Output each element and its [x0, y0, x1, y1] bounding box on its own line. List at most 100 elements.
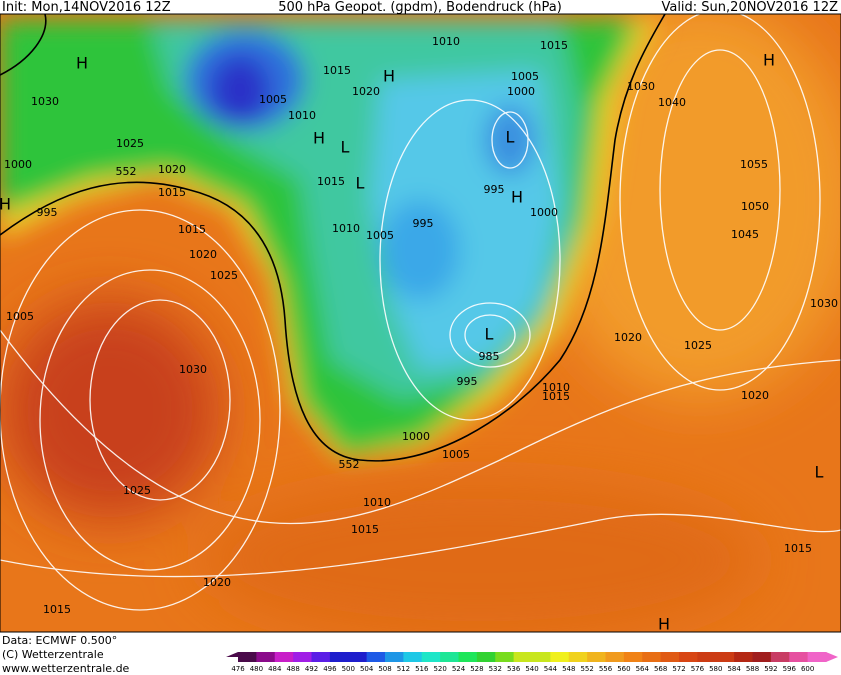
low-pressure-marker: L — [356, 174, 365, 193]
colorbar-label: 496 — [323, 665, 337, 673]
isobar-label: 1025 — [210, 269, 238, 282]
colorbar-swatch — [238, 652, 257, 662]
colorbar-label: 488 — [286, 665, 299, 673]
high-pressure-marker: H — [763, 51, 775, 70]
colorbar-swatch — [421, 652, 441, 662]
colorbar-label: 540 — [525, 665, 538, 673]
colorbar-label: 596 — [783, 665, 797, 673]
isobar-label: 1030 — [31, 95, 59, 108]
colorbar-label: 588 — [746, 665, 759, 673]
isobar-label: 1010 — [288, 109, 316, 122]
isobar-label: 1005 — [511, 70, 539, 83]
isobar-label: 1045 — [731, 228, 759, 241]
colorbar-swatch — [513, 652, 533, 662]
isobar-label: 1015 — [317, 175, 345, 188]
colorbar-swatch — [403, 652, 423, 662]
high-pressure-marker: H — [76, 54, 88, 73]
colorbar-swatch — [440, 652, 459, 662]
colorbar-label: 532 — [489, 665, 502, 673]
isobar-label: 1000 — [4, 158, 32, 171]
colorbar-label: 600 — [801, 665, 814, 673]
isobar-label: 1020 — [203, 576, 231, 589]
colorbar-swatch — [532, 652, 551, 662]
map-labels: 1030102510201015100099510151020102510301… — [0, 35, 838, 634]
map-frame — [0, 13, 841, 633]
colorbar-label: 572 — [672, 665, 685, 673]
high-pressure-marker: H — [383, 67, 395, 86]
colorbar-swatch — [495, 652, 515, 662]
isobar-label: 1005 — [259, 93, 287, 106]
isobar-label: 1020 — [614, 331, 642, 344]
colorbar-label: 508 — [378, 665, 391, 673]
isobar-label: 1010 — [363, 496, 391, 509]
colorbar-swatch — [587, 652, 606, 662]
colorbar-label: 520 — [433, 665, 446, 673]
colorbar-swatch — [679, 652, 698, 662]
data-source: Data: ECMWF 0.500° — [2, 634, 117, 647]
isobar-label: 995 — [457, 375, 478, 388]
contour-label: 552 — [116, 165, 137, 178]
isobar-label: 1015 — [542, 390, 570, 403]
contour-label: 552 — [339, 458, 360, 471]
isobar-label: 1030 — [627, 80, 655, 93]
isobar-label: 1040 — [658, 96, 686, 109]
colorbar-label: 556 — [599, 665, 613, 673]
colorbar-swatch — [807, 652, 827, 662]
colorbar-label: 524 — [452, 665, 466, 673]
colorbar-label: 480 — [250, 665, 263, 673]
colorbar-swatch — [789, 652, 809, 662]
colorbar-swatch — [550, 652, 570, 662]
isobar-label: 1030 — [179, 363, 207, 376]
copyright: (C) Wetterzentrale — [2, 648, 104, 661]
isobar-label: 1050 — [741, 200, 769, 213]
isobar-label: 1020 — [741, 389, 769, 402]
isobar-label: 1005 — [442, 448, 470, 461]
isobars — [0, 14, 841, 611]
colorbar: 476 480 484 488 492 496 500 504 508 512 516 520 524 5… — [226, 652, 838, 673]
colorbar-swatch — [256, 652, 276, 662]
colorbar-left-arrow — [226, 652, 238, 662]
colorbar-label: 476 — [231, 665, 245, 673]
colorbar-label: 484 — [268, 665, 282, 673]
isobar-label: 1025 — [116, 137, 144, 150]
colorbar-swatch — [568, 652, 588, 662]
high-pressure-marker: H — [511, 188, 523, 207]
colorbar-label: 492 — [305, 665, 318, 673]
colorbar-label: 500 — [342, 665, 355, 673]
isobar-label: 1010 — [432, 35, 460, 48]
colorbar-swatch — [385, 652, 404, 662]
high-pressure-marker: H — [658, 615, 670, 634]
isobar-label: 995 — [484, 183, 505, 196]
high-pressure-marker: H — [0, 195, 11, 214]
colorbar-swatch — [605, 652, 625, 662]
colorbar-label: 564 — [636, 665, 650, 673]
isobar-label: 1015 — [784, 542, 812, 555]
colorbar-label: 552 — [580, 665, 593, 673]
isobar-label: 1000 — [402, 430, 430, 443]
colorbar-swatch — [770, 652, 790, 662]
isobar-label: 1005 — [6, 310, 34, 323]
isobar-label: 1010 — [332, 222, 360, 235]
isobar-label: 1030 — [810, 297, 838, 310]
low-pressure-marker: L — [341, 138, 350, 157]
colorbar-label: 568 — [654, 665, 667, 673]
colorbar-label: 576 — [691, 665, 705, 673]
low-pressure-marker: L — [815, 463, 824, 482]
colorbar-label: 548 — [562, 665, 575, 673]
isobar-label: 1055 — [740, 158, 768, 171]
colorbar-label: 528 — [470, 665, 483, 673]
isobar-label: 1020 — [189, 248, 217, 261]
isobar-label: 1025 — [123, 484, 151, 497]
map-title: 500 hPa Geopot. (gpdm), Bodendruck (hPa) — [278, 0, 562, 15]
isobar-label: 1020 — [158, 163, 186, 176]
valid-time: Valid: Sun,20NOV2016 12Z — [661, 0, 838, 15]
website: www.wetterzentrale.de — [2, 662, 130, 675]
init-time: Init: Mon,14NOV2016 12Z — [2, 0, 171, 15]
colorbar-swatch — [274, 652, 294, 662]
isobar-label: 995 — [413, 217, 434, 230]
isobar-label: 1015 — [540, 39, 568, 52]
isobar-label: 1020 — [352, 85, 380, 98]
low-pressure-marker: L — [485, 325, 494, 344]
isobar-label: 1010 — [542, 381, 570, 394]
colorbar-swatch — [293, 652, 312, 662]
